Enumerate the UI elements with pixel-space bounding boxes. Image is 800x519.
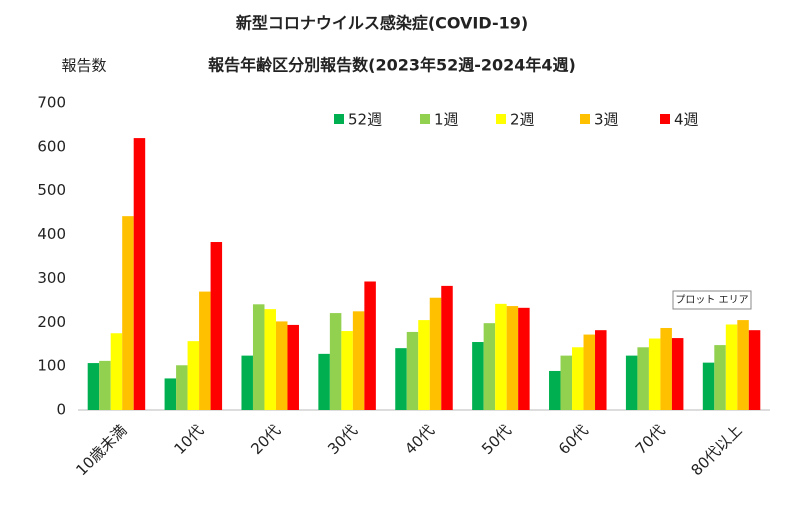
y-tick-label: 500	[37, 181, 66, 199]
bar	[725, 324, 738, 410]
y-tick-label: 700	[37, 94, 66, 112]
x-tick-label: 40代	[401, 421, 438, 458]
bar	[702, 362, 715, 410]
legend-label: 2週	[510, 111, 535, 129]
bar	[549, 370, 561, 410]
x-tick-label: 80代以上	[688, 421, 746, 479]
y-tick-label: 100	[37, 357, 66, 375]
bar	[341, 331, 353, 410]
x-tick-label: 10代	[171, 421, 208, 458]
bar	[418, 320, 430, 410]
bar	[660, 327, 672, 410]
y-axis-label: 報告数	[61, 57, 106, 75]
bar	[122, 216, 134, 410]
x-tick-label: 70代	[632, 421, 669, 458]
bar	[318, 353, 330, 410]
y-tick-label: 300	[37, 269, 66, 287]
bar	[495, 303, 507, 410]
bar	[572, 347, 584, 410]
bar	[252, 304, 265, 410]
legend-label: 52週	[348, 111, 382, 129]
legend-swatch	[334, 114, 344, 124]
bar	[625, 355, 638, 410]
bar	[110, 333, 123, 410]
bar	[99, 360, 111, 410]
bar	[199, 291, 211, 410]
bar	[637, 347, 649, 410]
bar	[506, 306, 519, 410]
bar	[87, 363, 100, 410]
bar	[364, 281, 376, 410]
bar	[583, 334, 596, 410]
tooltip-box	[672, 290, 752, 310]
legend-swatch	[580, 114, 590, 124]
chart-subtitle: 報告年齢区分別報告数(2023年52週-2024年4週)	[208, 56, 576, 75]
bar	[187, 341, 200, 410]
bar	[406, 331, 419, 410]
y-tick-label: 0	[56, 401, 66, 419]
bar	[176, 365, 188, 410]
legend-swatch	[420, 114, 430, 124]
x-tick-label: 30代	[324, 421, 361, 458]
bar	[737, 320, 749, 410]
bar	[483, 323, 496, 410]
bar	[714, 345, 726, 410]
bar	[395, 348, 407, 410]
legend-label: 4週	[674, 111, 699, 129]
bar	[595, 330, 607, 410]
chart-title: 新型コロナウイルス感染症(COVID-19)	[236, 14, 528, 33]
bar	[648, 338, 661, 410]
x-tick-label: 20代	[247, 421, 284, 458]
y-tick-label: 600	[37, 137, 66, 155]
bar	[275, 321, 288, 410]
bar	[429, 297, 442, 410]
bar	[287, 324, 299, 410]
y-tick-label: 400	[37, 225, 66, 243]
x-tick-label: 10歳未満	[72, 421, 130, 479]
legend-swatch	[496, 114, 506, 124]
y-tick-label: 200	[37, 313, 66, 331]
bar	[210, 242, 223, 410]
bar	[133, 138, 146, 411]
bar	[560, 355, 573, 410]
bar	[241, 355, 253, 410]
x-tick-label: 50代	[478, 421, 515, 458]
bar	[264, 309, 276, 410]
bar	[748, 330, 761, 410]
bar	[441, 285, 453, 410]
bar	[164, 378, 177, 410]
legend-label: 1週	[434, 111, 459, 129]
legend-swatch	[660, 114, 670, 124]
tooltip: プロット エリア	[675, 294, 748, 306]
bar	[352, 311, 365, 410]
bar	[472, 342, 484, 410]
bar	[671, 338, 684, 410]
bar	[518, 307, 530, 410]
bar	[329, 313, 342, 410]
legend-label: 3週	[594, 111, 619, 129]
x-tick-label: 60代	[555, 421, 592, 458]
